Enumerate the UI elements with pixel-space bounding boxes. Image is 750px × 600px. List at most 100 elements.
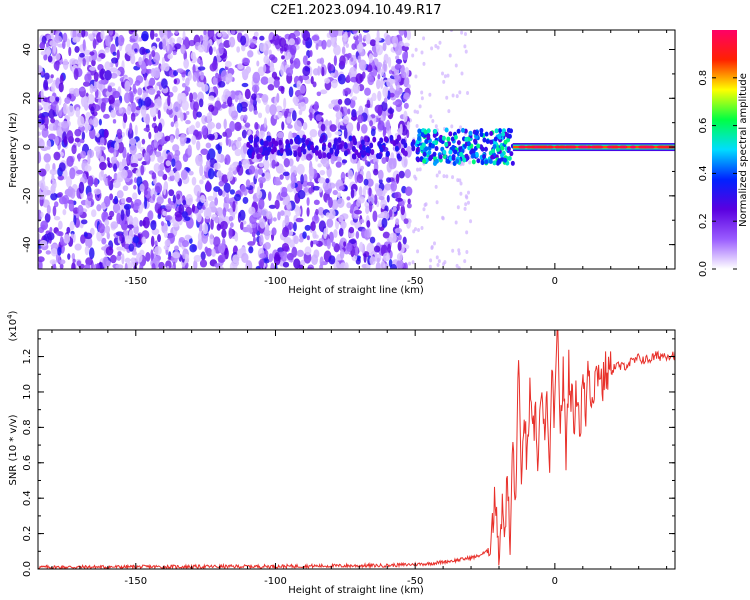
heatmap-cell [77, 153, 81, 162]
heatmap-cell [398, 30, 405, 36]
heatmap-cell [63, 234, 71, 244]
heatmap-cell [397, 241, 402, 252]
x-tick-label: 0 [552, 276, 558, 287]
heatmap-cell [63, 103, 68, 115]
heatmap-cell [57, 192, 63, 198]
heatmap-cell [100, 101, 106, 113]
heatmap-cell [268, 54, 276, 61]
heatmap-cell [157, 170, 165, 177]
heatmap-cell [497, 158, 502, 164]
heatmap-cell [161, 56, 165, 68]
heatmap-cell [89, 51, 95, 56]
heatmap-cell [112, 202, 121, 214]
heatmap-cell [45, 49, 52, 55]
heatmap-cell [492, 144, 497, 150]
heatmap-cell [309, 129, 318, 138]
heatmap-cell [95, 262, 100, 269]
heatmap-cell [333, 55, 337, 66]
heatmap-cell [428, 264, 432, 269]
heatmap-cell [468, 130, 473, 136]
heatmap-cell [281, 55, 285, 60]
heatmap-cell [310, 240, 314, 248]
heatmap-cell [46, 204, 51, 215]
heatmap-cell [327, 131, 332, 139]
heatmap-cell [451, 175, 455, 180]
heatmap-cell [455, 158, 460, 164]
heatmap-cell [441, 135, 446, 141]
heatmap-cell [238, 209, 246, 221]
heatmap-cell [101, 237, 107, 245]
heatmap-cell [85, 257, 93, 266]
heatmap-cell [65, 176, 72, 188]
heatmap-cell [38, 256, 45, 263]
heatmap-cell [263, 149, 268, 156]
x-tick-label: -100 [264, 576, 287, 587]
heatmap-cell [227, 96, 233, 107]
heatmap-cell [268, 253, 274, 262]
heatmap-cell [84, 245, 90, 256]
heatmap-cell [171, 158, 176, 167]
heatmap-cell [265, 223, 270, 233]
heatmap-cell [263, 117, 267, 128]
heatmap-cell [267, 76, 275, 85]
heatmap-cell [301, 74, 310, 81]
heatmap-cell [479, 127, 484, 133]
heatmap-cell [469, 219, 473, 224]
heatmap-cell [229, 189, 236, 195]
heatmap-cell [181, 240, 189, 248]
heatmap-cell [377, 153, 382, 160]
heatmap-cell [428, 92, 432, 97]
heatmap-cell [319, 137, 324, 144]
heatmap-cell [129, 137, 137, 146]
heatmap-cell [248, 165, 256, 175]
heatmap-cell [273, 254, 281, 266]
heatmap-cell [215, 72, 219, 79]
heatmap-cell [153, 138, 158, 149]
heatmap-cell [50, 117, 56, 124]
heatmap-cell [62, 58, 69, 70]
heatmap-cell [220, 103, 228, 109]
heatmap-cell [474, 151, 479, 157]
heatmap-cell [264, 241, 271, 250]
x-tick-label: -150 [124, 276, 147, 287]
heatmap-cell [138, 98, 143, 108]
heatmap-cell [156, 90, 161, 96]
heatmap-cell [451, 144, 456, 150]
heatmap-cell [354, 209, 362, 215]
heatmap-cell [101, 201, 106, 209]
heatmap-cell [482, 137, 487, 143]
heatmap-cell [506, 146, 511, 152]
heatmap-cell [387, 56, 392, 68]
heatmap-cell [257, 168, 264, 175]
heatmap-cell [236, 46, 241, 53]
heatmap-cell [144, 196, 148, 209]
snr-panel: -150 -100 -50 0 0.0 0.2 0.4 0.6 0.8 1.0 1.2 Heigh… [6, 310, 676, 596]
heatmap-cell [74, 137, 81, 143]
heatmap-cell [126, 215, 134, 224]
heatmap-cell [166, 107, 173, 115]
heatmap-cell [66, 226, 71, 234]
heatmap-cell [205, 160, 211, 168]
heatmap-cell [274, 199, 280, 210]
heatmap-cell [157, 234, 161, 243]
heatmap-cell [254, 168, 259, 180]
heatmap-cell [155, 151, 162, 158]
heatmap-cell [346, 202, 352, 209]
heatmap-cell [285, 238, 290, 244]
heatmap-cell [197, 44, 205, 53]
heatmap-cell [294, 138, 299, 145]
heatmap-cell [154, 182, 163, 194]
heatmap-cell [330, 99, 339, 105]
heatmap-cell [209, 63, 217, 72]
heatmap-cell [319, 170, 326, 176]
heatmap-cell [463, 206, 467, 211]
heatmap-cell [252, 236, 256, 244]
heatmap-cell [159, 162, 165, 171]
heatmap-cell [317, 163, 322, 168]
heatmap-cell [157, 144, 163, 152]
heatmap-cell [312, 185, 321, 191]
heatmap-cell [124, 257, 131, 263]
heatmap-cell [311, 240, 319, 245]
heatmap-cell [200, 71, 204, 81]
heatmap-cell [377, 106, 383, 117]
